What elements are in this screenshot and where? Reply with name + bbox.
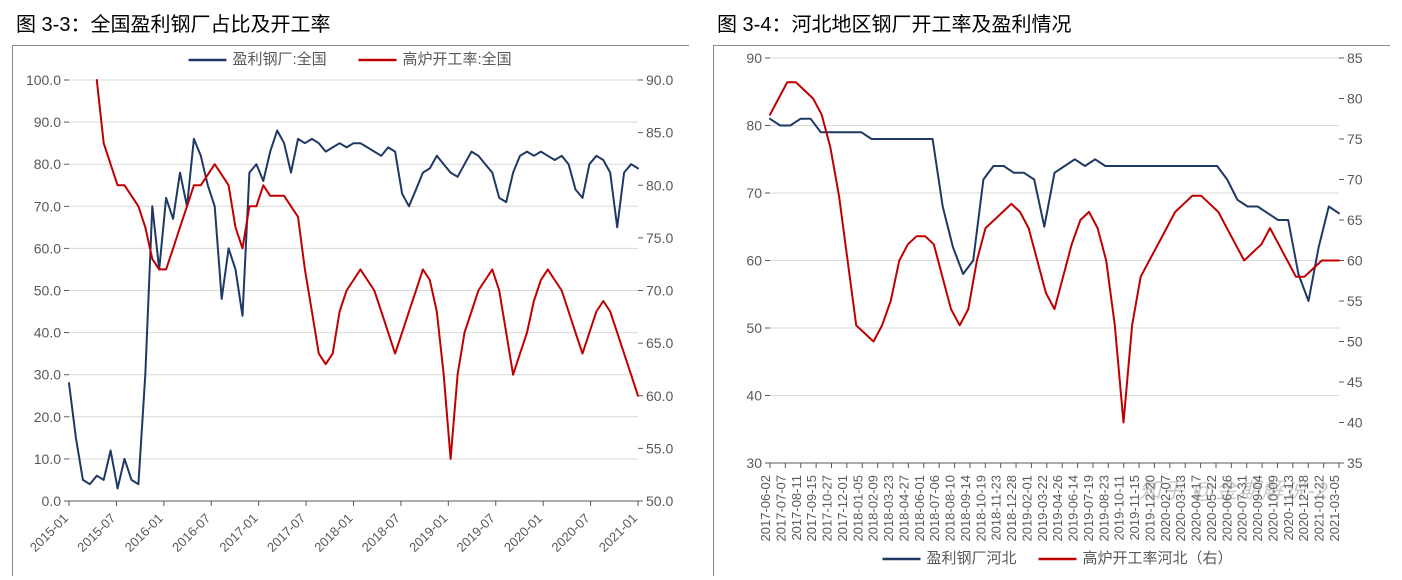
svg-text:2017-07-07: 2017-07-07 [773, 475, 788, 542]
svg-text:30: 30 [746, 455, 762, 471]
svg-text:2019-11-15: 2019-11-15 [1127, 475, 1142, 541]
svg-text:2020-10-09: 2020-10-09 [1265, 475, 1280, 542]
svg-text:2018-01-05: 2018-01-05 [850, 475, 865, 542]
svg-text:70: 70 [746, 185, 762, 201]
svg-text:45: 45 [1347, 374, 1363, 390]
svg-text:65.0: 65.0 [646, 335, 673, 351]
svg-text:60: 60 [1347, 253, 1363, 269]
chart-title-right: 图 3-4：河北地区钢厂开工率及盈利情况 [713, 8, 1390, 37]
svg-text:50: 50 [746, 320, 762, 336]
svg-text:40.0: 40.0 [34, 325, 61, 341]
svg-text:50.0: 50.0 [646, 493, 673, 509]
svg-text:盈利钢厂河北: 盈利钢厂河北 [927, 550, 1017, 567]
svg-text:55.0: 55.0 [646, 440, 673, 456]
svg-text:2018-02-09: 2018-02-09 [866, 475, 881, 542]
chart-svg-right: 30 40 50 60 70 80 90 35 40 45 50 55 60 65 70 75 80 85 2017… [714, 46, 1391, 577]
svg-text:60.0: 60.0 [34, 240, 61, 256]
svg-text:2018-03-23: 2018-03-23 [881, 475, 896, 542]
svg-text:90.0: 90.0 [646, 72, 673, 88]
svg-text:2020-11-13: 2020-11-13 [1281, 475, 1296, 541]
svg-text:2019-07-19: 2019-07-19 [1081, 475, 1096, 542]
svg-text:2021-03-05: 2021-03-05 [1327, 475, 1342, 542]
svg-text:20.0: 20.0 [34, 409, 61, 425]
svg-text:2019-08-23: 2019-08-23 [1096, 475, 1111, 542]
svg-text:60.0: 60.0 [646, 388, 673, 404]
svg-text:2019-06-14: 2019-06-14 [1066, 475, 1081, 542]
svg-text:40: 40 [746, 388, 762, 404]
svg-text:2020-04-17: 2020-04-17 [1189, 475, 1204, 542]
svg-text:2018-04-27: 2018-04-27 [896, 475, 911, 542]
right-panel: 图 3-4：河北地区钢厂开工率及盈利情况 30 40 50 60 70 80 90 35 40 4… [701, 0, 1402, 580]
svg-text:90.0: 90.0 [34, 114, 61, 130]
svg-text:2020-12-18: 2020-12-18 [1296, 475, 1311, 542]
svg-text:2020-05-22: 2020-05-22 [1204, 475, 1219, 542]
svg-text:70.0: 70.0 [34, 198, 61, 214]
chart-box-right: 30 40 50 60 70 80 90 35 40 45 50 55 60 65 70 75 80 85 2017… [713, 45, 1390, 576]
svg-text:2018-12-28: 2018-12-28 [1004, 475, 1019, 542]
svg-text:30.0: 30.0 [34, 367, 61, 383]
chart-box-left: 0.0 10.0 20.0 30.0 40.0 50.0 60.0 70.0 80.0 90.0 1… [12, 45, 689, 576]
svg-text:高炉开工率河北（右）: 高炉开工率河北（右） [1083, 550, 1233, 567]
svg-text:2021-01-22: 2021-01-22 [1312, 475, 1327, 542]
svg-text:90: 90 [746, 50, 762, 66]
svg-text:0.0: 0.0 [42, 493, 62, 509]
svg-text:2019-04-26: 2019-04-26 [1050, 475, 1065, 542]
svg-text:2020-07-31: 2020-07-31 [1235, 475, 1250, 542]
svg-text:85.0: 85.0 [646, 125, 673, 141]
svg-text:盈利钢厂:全国: 盈利钢厂:全国 [233, 50, 327, 68]
svg-text:2018-07-06: 2018-07-06 [927, 475, 942, 542]
svg-text:60: 60 [746, 253, 762, 269]
svg-text:2019-02-01: 2019-02-01 [1019, 475, 1034, 542]
chart-title-left: 图 3-3：全国盈利钢厂占比及开工率 [12, 8, 689, 37]
svg-text:80.0: 80.0 [34, 156, 61, 172]
svg-text:2020-09-04: 2020-09-04 [1250, 475, 1265, 542]
svg-text:70.0: 70.0 [646, 283, 673, 299]
svg-text:2017-10-27: 2017-10-27 [820, 475, 835, 542]
chart-svg-left: 0.0 10.0 20.0 30.0 40.0 50.0 60.0 70.0 80.0 90.0 1… [13, 46, 690, 577]
svg-text:50: 50 [1347, 334, 1363, 350]
svg-text:2017-09-15: 2017-09-15 [804, 475, 819, 542]
svg-text:2018-08-10: 2018-08-10 [943, 475, 958, 542]
svg-text:2017-08-11: 2017-08-11 [789, 475, 804, 541]
svg-text:80: 80 [1347, 91, 1363, 107]
svg-text:75: 75 [1347, 131, 1363, 147]
left-panel: 图 3-3：全国盈利钢厂占比及开工率 0.0 10.0 20.0 30.0 40.0 50… [0, 0, 701, 580]
svg-text:2020-02-07: 2020-02-07 [1158, 475, 1173, 542]
svg-text:80.0: 80.0 [646, 177, 673, 193]
svg-text:2018-10-19: 2018-10-19 [973, 475, 988, 542]
svg-text:2018-11-23: 2018-11-23 [989, 475, 1004, 541]
svg-text:2018-09-14: 2018-09-14 [958, 475, 973, 542]
svg-text:65: 65 [1347, 212, 1363, 228]
svg-text:55: 55 [1347, 293, 1363, 309]
svg-text:100.0: 100.0 [26, 72, 61, 88]
svg-text:2017-06-02: 2017-06-02 [758, 475, 773, 542]
svg-text:2020-03-13: 2020-03-13 [1173, 475, 1188, 542]
svg-text:35: 35 [1347, 455, 1363, 471]
svg-text:2020-06-26: 2020-06-26 [1219, 475, 1234, 542]
svg-text:2018-06-01: 2018-06-01 [912, 475, 927, 542]
svg-text:70: 70 [1347, 172, 1363, 188]
svg-text:2019-12-20: 2019-12-20 [1142, 475, 1157, 542]
svg-text:2019-10-11: 2019-10-11 [1112, 475, 1127, 541]
svg-text:高炉开工率:全国: 高炉开工率:全国 [403, 50, 512, 68]
svg-text:40: 40 [1347, 415, 1363, 431]
svg-text:2017-12-01: 2017-12-01 [835, 475, 850, 542]
svg-text:10.0: 10.0 [34, 451, 61, 467]
svg-text:75.0: 75.0 [646, 230, 673, 246]
svg-text:80: 80 [746, 118, 762, 134]
svg-text:50.0: 50.0 [34, 283, 61, 299]
svg-text:2019-03-22: 2019-03-22 [1035, 475, 1050, 542]
svg-text:85: 85 [1347, 50, 1363, 66]
